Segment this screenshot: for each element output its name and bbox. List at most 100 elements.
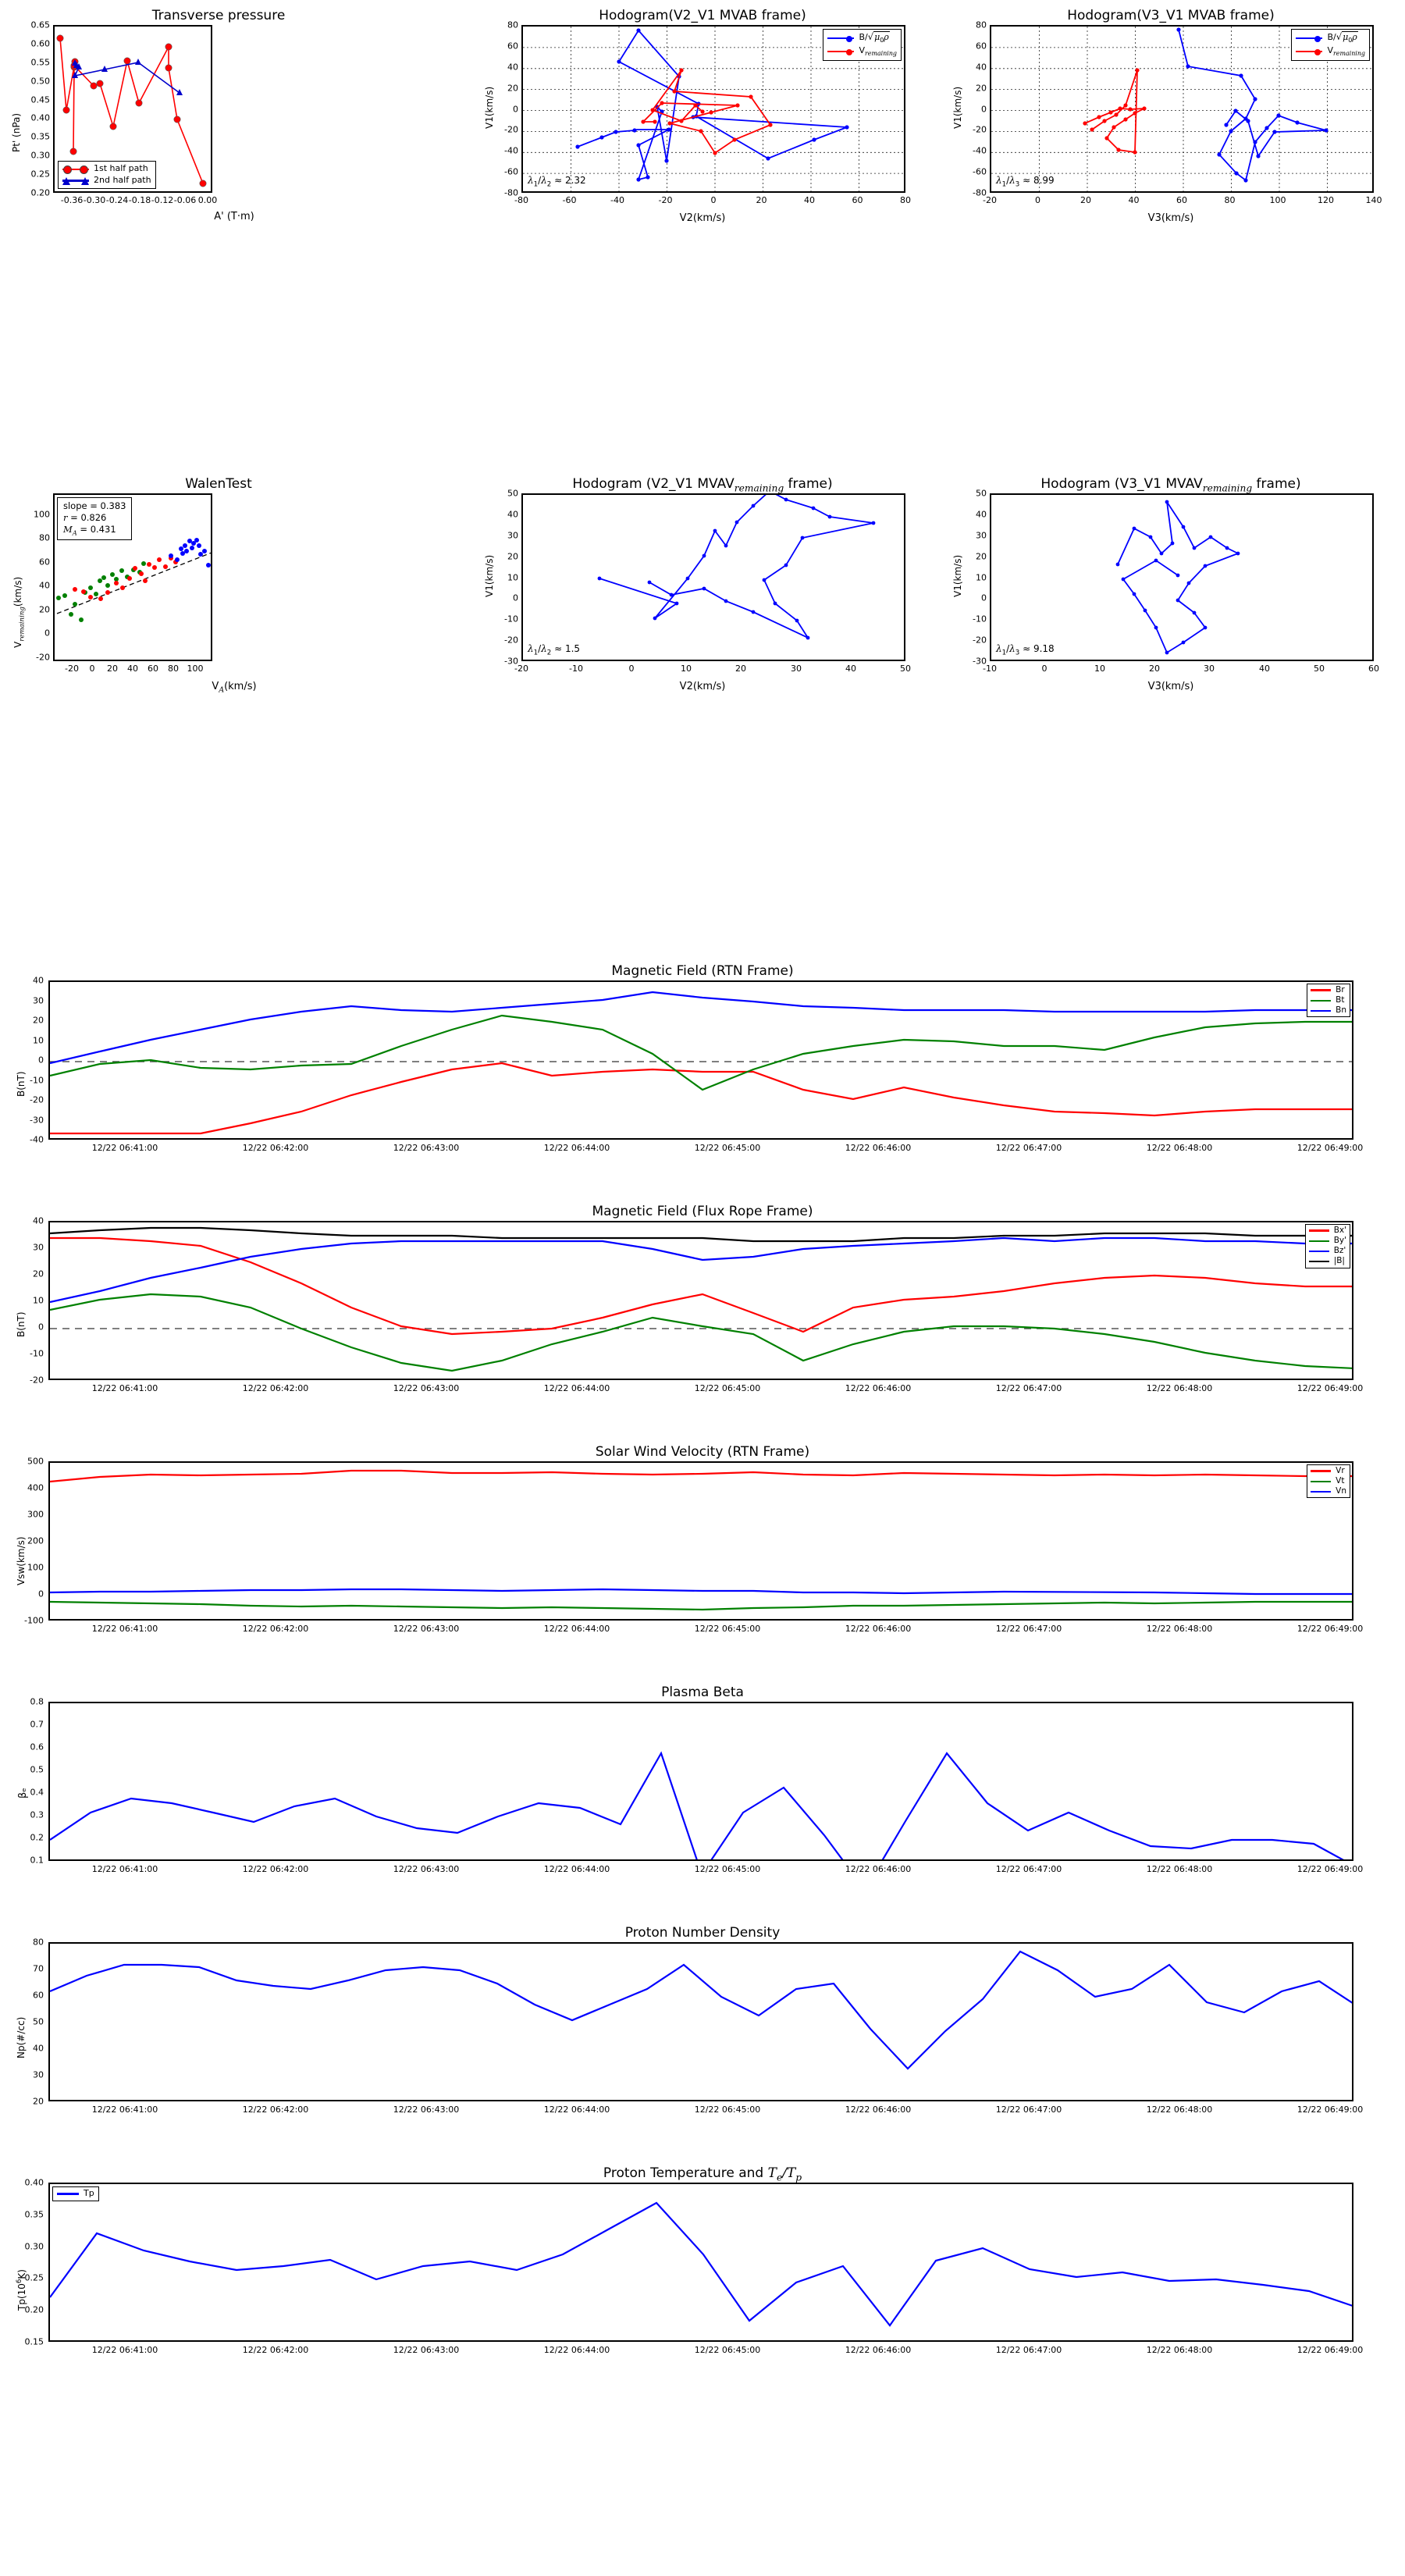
panel-title: Hodogram (V2_V1 MVAVremaining frame) <box>572 476 833 494</box>
x-tick: 12/22 06:41:00 <box>91 2105 158 2115</box>
x-tick: 12/22 06:45:00 <box>694 1383 761 1393</box>
x-tick: 12/22 06:41:00 <box>91 1864 158 1874</box>
y-tick: 0.40 <box>30 112 51 123</box>
plot-area <box>48 1942 1353 2101</box>
y-tick: -10 <box>973 614 987 624</box>
line-black-icon <box>1308 1257 1329 1266</box>
y-tick: 20 <box>976 551 987 562</box>
eig-value: 8.99 <box>1033 174 1055 186</box>
x-tick: 12/22 06:47:00 <box>995 1383 1062 1393</box>
plot-area: Br Bt Bn <box>48 980 1353 1140</box>
y-tick: 0.25 <box>24 2272 44 2283</box>
panel-plasma-beta: Plasma Beta βₑ 0.8 0.7 0.6 0.5 0.4 0.3 0… <box>0 1681 1405 1916</box>
y-tick: 100 <box>27 1562 44 1573</box>
x-tick: 12/22 06:44:00 <box>543 1383 610 1393</box>
x-tick: 60 <box>1176 195 1187 205</box>
x-tick: 12/22 06:42:00 <box>242 1383 309 1393</box>
x-tick: 12/22 06:41:00 <box>91 2345 158 2355</box>
y-tick: 30 <box>976 530 987 541</box>
legend-label-b: B/√μ0ρ <box>859 31 890 44</box>
line-green-icon <box>1311 996 1332 1005</box>
x-tick: 12/22 06:49:00 <box>1297 1624 1364 1634</box>
x-tick: 12/22 06:46:00 <box>845 1624 912 1634</box>
panel-proton-temperature: Proton Temperature and Te/Tp Tp(106K) Tp… <box>0 2162 1405 2412</box>
y-axis-label: Pt' (nPa) <box>11 112 22 152</box>
y-tick: 0.35 <box>30 131 51 142</box>
legend-label-v: Vremaining <box>859 44 897 58</box>
y-tick: 40 <box>507 509 518 520</box>
x-tick: 40 <box>127 664 138 674</box>
panel-title: Proton Temperature and Te/Tp <box>603 2165 802 2183</box>
x-tick: 12/22 06:42:00 <box>242 2105 309 2115</box>
y-tick: 20 <box>507 551 518 562</box>
y-tick: 0.20 <box>24 2304 44 2315</box>
y-tick: 40 <box>507 62 518 73</box>
x-tick: 60 <box>852 195 863 205</box>
plot-area <box>48 1702 1353 1861</box>
legend-label: Bz' <box>1333 1246 1346 1256</box>
plot-area: B/√μ0ρ Vremaining λ1/λ3 ≈ 8.99 <box>990 25 1374 193</box>
y-tick: 0.8 <box>30 1696 44 1707</box>
y-tick: -80 <box>504 187 518 198</box>
y-tick: 20 <box>33 1015 44 1026</box>
legend-hodogram-v3v1-mvab: B/√μ0ρ Vremaining <box>1291 29 1370 61</box>
legend-row-by: By' <box>1308 1236 1346 1246</box>
legend-row-first-half: 1st half path <box>62 163 151 175</box>
x-tick: 12/22 06:41:00 <box>91 1624 158 1634</box>
y-tick: 0 <box>981 592 987 603</box>
y-tick: 50 <box>976 488 987 499</box>
plot-area: slope = 0.383 r = 0.826 MA = 0.431 <box>53 493 212 661</box>
legend-transverse-pressure: 1st half path 2nd half path <box>58 161 156 189</box>
panel-title: Transverse pressure <box>151 8 286 23</box>
y-tick: -60 <box>504 166 518 177</box>
x-tick: 40 <box>1259 664 1270 674</box>
x-tick: 12/22 06:43:00 <box>393 2105 460 2115</box>
x-tick: -0.36 <box>60 195 84 205</box>
x-tick: 12/22 06:44:00 <box>543 2345 610 2355</box>
legend-b-rtn: Br Bt Bn <box>1307 984 1350 1018</box>
panel-title: Magnetic Field (RTN Frame) <box>611 963 794 979</box>
y-tick: 0 <box>981 104 987 114</box>
x-tick: -20 <box>658 195 673 205</box>
panel-hodogram-v3v1-mvav: Hodogram (V3_V1 MVAVremaining frame) V1(… <box>937 468 1405 703</box>
y-tick: -10 <box>504 614 518 624</box>
panel-proton-number-density: Proton Number Density Np(#/cc) 80 70 60 … <box>0 1922 1405 2156</box>
x-tick: 12/22 06:41:00 <box>91 1143 158 1153</box>
y-tick: 0.50 <box>30 76 51 87</box>
plot-area: Vr Vt Vn <box>48 1461 1353 1621</box>
x-tick: 30 <box>791 664 802 674</box>
x-tick: 20 <box>1080 195 1091 205</box>
hodogram-v3v1-mvab-svg <box>991 27 1372 191</box>
y-tick: 40 <box>33 975 44 986</box>
legend-label: Vt <box>1336 1476 1345 1486</box>
x-tick: 80 <box>168 664 179 674</box>
x-tick: 12/22 06:46:00 <box>845 1864 912 1874</box>
legend-row-bz: Bz' <box>1308 1246 1346 1256</box>
x-tick: 12/22 06:43:00 <box>393 1383 460 1393</box>
y-tick: -30 <box>30 1115 44 1125</box>
b-rtn-svg <box>50 991 1352 1135</box>
legend-row-vremaining: Vremaining <box>827 45 897 59</box>
y-tick: 50 <box>33 2016 44 2027</box>
eigenvalue-ratio-annotation: λ1/λ3 ≈ 9.18 <box>996 642 1055 656</box>
x-tick: 12/22 06:47:00 <box>995 2105 1062 2115</box>
walen-slope: slope = 0.383 <box>63 500 126 511</box>
y-tick: 0.30 <box>30 150 51 161</box>
y-tick: -40 <box>30 1134 44 1145</box>
x-tick: 12/22 06:48:00 <box>1146 2345 1213 2355</box>
x-tick: 12/22 06:45:00 <box>694 2105 761 2115</box>
y-tick: 30 <box>33 1242 44 1253</box>
y-tick: 70 <box>33 1963 44 1974</box>
x-tick: 12/22 06:45:00 <box>694 1624 761 1634</box>
x-tick: 50 <box>900 664 911 674</box>
line-marker-red-icon <box>827 47 855 56</box>
x-tick: 12/22 06:46:00 <box>845 1143 912 1153</box>
panel-transverse-pressure: Transverse pressure Pt' (nPa) A' (T·m) <box>0 0 468 226</box>
x-tick: -0.24 <box>105 195 129 205</box>
y-tick: 0.65 <box>30 20 51 30</box>
y-tick: 0.35 <box>24 2209 44 2220</box>
x-axis-label: VA(km/s) <box>212 681 257 695</box>
y-tick: 10 <box>507 572 518 582</box>
x-tick: 12/22 06:44:00 <box>543 2105 610 2115</box>
x-axis-label: A' (T·m) <box>214 211 254 222</box>
